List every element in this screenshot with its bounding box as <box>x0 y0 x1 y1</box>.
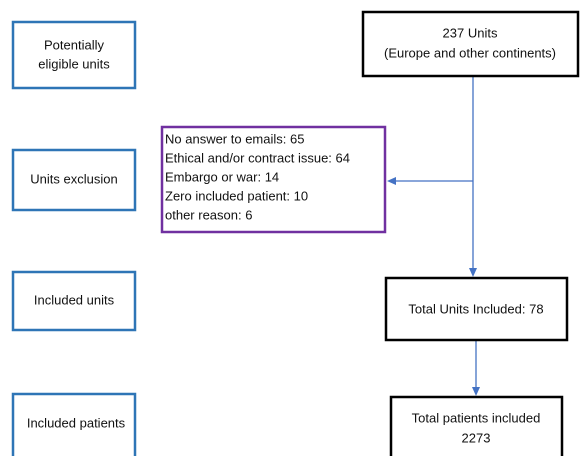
node-text: No answer to emails: 65 <box>165 131 304 146</box>
node-text: 237 Units <box>443 25 498 40</box>
arrowhead <box>469 268 477 277</box>
stage-label: Potentially <box>44 37 104 52</box>
stage-label: eligible units <box>38 56 110 71</box>
arrowhead <box>472 387 480 396</box>
stage-box <box>11 148 137 212</box>
stage-box <box>11 270 137 332</box>
stage-label: Units exclusion <box>30 171 117 186</box>
node-text: (Europe and other continents) <box>384 45 556 60</box>
node-text: Total patients included <box>412 410 541 425</box>
node-text: Zero included patient: 10 <box>165 188 308 203</box>
node-box <box>389 395 564 456</box>
node-text: Total Units Included: 78 <box>408 301 543 316</box>
node-text: 2273 <box>462 430 491 445</box>
node-box <box>384 276 569 342</box>
arrowhead <box>387 177 396 185</box>
node-box <box>361 10 580 78</box>
node-text: other reason: 6 <box>165 207 252 222</box>
exclusion-box <box>160 125 387 234</box>
node-text: Embargo or war: 14 <box>165 169 279 184</box>
stage-box <box>11 20 137 90</box>
node-text: Ethical and/or contract issue: 64 <box>165 150 350 165</box>
stage-label: Included units <box>34 292 115 307</box>
stage-box <box>11 392 137 456</box>
stage-label: Included patients <box>27 415 126 430</box>
